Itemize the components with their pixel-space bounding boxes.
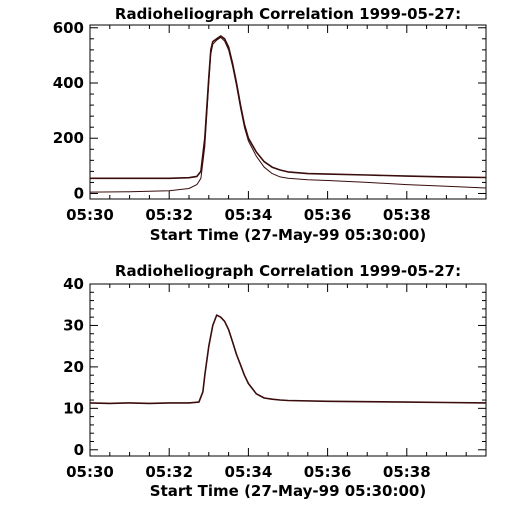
top-x-tick-label: 05:34 [225, 206, 273, 224]
bottom-x-tick-label: 05:34 [225, 463, 273, 481]
top-x-tick-label: 05:30 [66, 206, 114, 224]
bottom-y-tick-label: 20 [63, 358, 84, 376]
top-marks: 0 200 400 600 05:30 05:32 05:34 05:36 05:38 [53, 19, 487, 224]
bottom-x-axis-label: Start Time (27-May-99 05:30:00) [150, 482, 426, 500]
bottom-y-tick-label: 10 [63, 399, 84, 417]
bottom-series-line-1 [89, 314, 487, 405]
top-x-axis-label: Start Time (27-May-99 05:30:00) [150, 226, 426, 244]
top-series-line-2 [89, 36, 487, 193]
bottom-marks: 0 10 20 30 40 05:30 05:32 05:34 05:36 05:38 [63, 275, 487, 481]
bottom-x-tick-label: 05:38 [383, 463, 431, 481]
bottom-x-tick-label: 05:36 [304, 463, 352, 481]
bottom-x-tick-label: 05:32 [145, 463, 193, 481]
top-plot-frame [89, 24, 487, 200]
top-x-tick-label: 05:38 [383, 206, 431, 224]
bottom-plot-frame [89, 283, 487, 457]
top-chart-title: Radioheliograph Correlation 1999-05-27: [115, 5, 461, 23]
top-y-tick-label: 200 [53, 129, 84, 147]
top-y-tick-label: 400 [53, 74, 84, 92]
bottom-y-tick-label: 40 [63, 275, 84, 293]
bottom-x-tick-label: 05:30 [66, 463, 114, 481]
top-x-tick-label: 05:36 [304, 206, 352, 224]
top-series-line-1 [90, 35, 487, 180]
bottom-chart-title: Radioheliograph Correlation 1999-05-27: [115, 262, 461, 280]
top-y-tick-label: 600 [53, 19, 84, 37]
bottom-y-tick-label: 0 [74, 441, 84, 459]
top-x-tick-label: 05:32 [145, 206, 193, 224]
top-y-tick-label: 0 [74, 184, 84, 202]
bottom-y-tick-label: 30 [63, 316, 84, 334]
top-panel: Radioheliograph Correlation 1999-05-27: … [53, 5, 487, 244]
bottom-panel: Radioheliograph Correlation 1999-05-27: … [63, 262, 487, 500]
